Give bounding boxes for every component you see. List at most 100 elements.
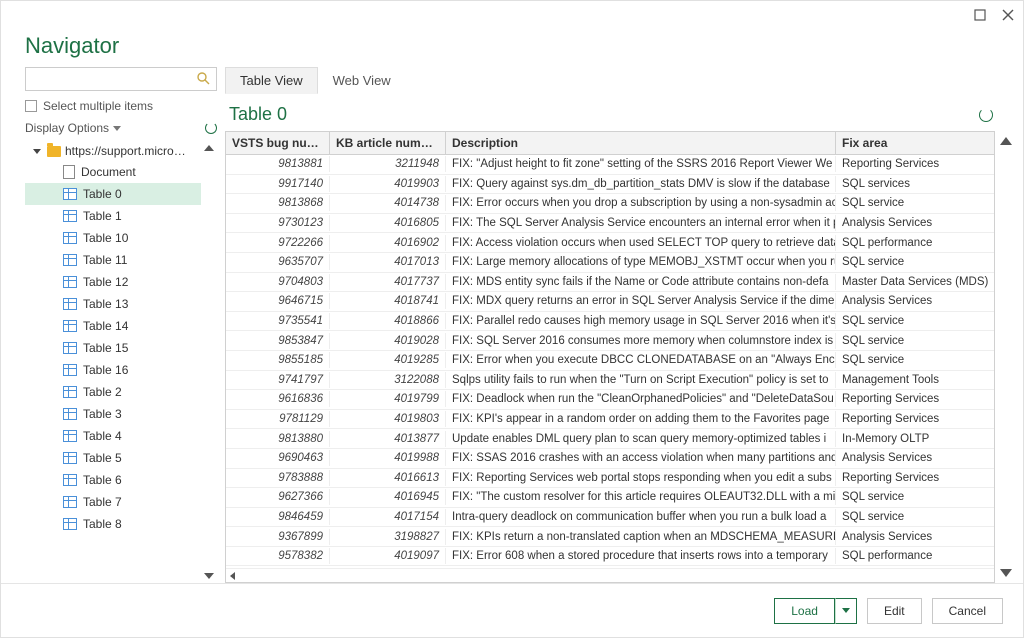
table-cell: 9917140 [226, 176, 330, 192]
table-icon [63, 320, 77, 332]
table-row[interactable]: 98138804013877Update enables DML query p… [226, 429, 994, 449]
table-cell: 3122088 [330, 372, 446, 388]
table-row[interactable]: 97811294019803FIX: KPI's appear in a ran… [226, 410, 994, 430]
tree-item[interactable]: Table 8 [25, 513, 201, 535]
tree-item[interactable]: Table 7 [25, 491, 201, 513]
tree-item[interactable]: Table 16 [25, 359, 201, 381]
table-cell: 4019988 [330, 450, 446, 466]
table-cell: 9646715 [226, 293, 330, 309]
load-button[interactable]: Load [774, 598, 835, 624]
table-row[interactable]: 93678993198827FIX: KPIs return a non-tra… [226, 527, 994, 547]
table-row[interactable]: 97301234016805FIX: The SQL Server Analys… [226, 214, 994, 234]
table-refresh-icon[interactable] [979, 108, 993, 122]
edit-button[interactable]: Edit [867, 598, 922, 624]
tree-item[interactable]: Table 10 [25, 227, 201, 249]
table-row[interactable]: 96273664016945FIX: "The custom resolver … [226, 488, 994, 508]
tree-item[interactable]: Table 0 [25, 183, 201, 205]
scroll-up-icon[interactable] [1000, 137, 1012, 145]
tree-item[interactable]: Table 15 [25, 337, 201, 359]
table-cell: 4017737 [330, 274, 446, 290]
table-cell: Reporting Services [836, 156, 994, 172]
table-icon [63, 430, 77, 442]
tab-web-view[interactable]: Web View [318, 67, 406, 94]
table-row[interactable]: 97417973122088Sqlps utility fails to run… [226, 371, 994, 391]
table-row[interactable]: 98464594017154Intra-query deadlock on co… [226, 508, 994, 528]
tree-item-label: Table 14 [83, 319, 128, 333]
tree-item[interactable]: Table 13 [25, 293, 201, 315]
table-row[interactable]: 95783824019097FIX: Error 608 when a stor… [226, 547, 994, 567]
column-header[interactable]: VSTS bug number [226, 132, 330, 154]
h-scrollbar[interactable] [226, 568, 994, 582]
tree-item[interactable]: Table 12 [25, 271, 201, 293]
column-header[interactable]: Description [446, 132, 836, 154]
cancel-button[interactable]: Cancel [932, 598, 1003, 624]
table-icon [63, 386, 77, 398]
tree-item[interactable]: Document [25, 161, 201, 183]
table-row[interactable]: 97222664016902FIX: Access violation occu… [226, 233, 994, 253]
scroll-up-icon[interactable] [204, 145, 214, 151]
table-cell: FIX: MDX query returns an error in SQL S… [446, 293, 836, 309]
table-cell: 9813868 [226, 195, 330, 211]
table-row[interactable]: 97048034017737FIX: MDS entity sync fails… [226, 273, 994, 293]
table-icon [63, 342, 77, 354]
load-dropdown-button[interactable] [835, 598, 857, 624]
tree-item[interactable]: Table 6 [25, 469, 201, 491]
tree-item[interactable]: Table 3 [25, 403, 201, 425]
tree-item[interactable]: Table 2 [25, 381, 201, 403]
table-cell: FIX: Error occurs when you drop a subscr… [446, 195, 836, 211]
select-multiple-row[interactable]: Select multiple items [25, 99, 217, 113]
table-icon [63, 298, 77, 310]
tree-item[interactable]: Table 14 [25, 315, 201, 337]
table-cell: Intra-query deadlock on communication bu… [446, 509, 836, 525]
scroll-left-icon[interactable] [230, 572, 235, 580]
tree-scrollbar[interactable] [201, 141, 217, 583]
column-header[interactable]: KB article number [330, 132, 446, 154]
scroll-down-icon[interactable] [1000, 569, 1012, 577]
table-cell: 9730123 [226, 215, 330, 231]
tree-item[interactable]: Table 1 [25, 205, 201, 227]
grid-header: VSTS bug numberKB article numberDescript… [226, 132, 994, 155]
table-row[interactable]: 96357074017013FIX: Large memory allocati… [226, 253, 994, 273]
search-icon[interactable] [196, 71, 210, 88]
search-input-wrap[interactable] [25, 67, 217, 91]
search-input[interactable] [32, 72, 196, 86]
tree-item[interactable]: Table 5 [25, 447, 201, 469]
tab-table-view[interactable]: Table View [225, 67, 318, 94]
checkbox-icon[interactable] [25, 100, 37, 112]
display-options-button[interactable]: Display Options [25, 121, 121, 135]
table-cell: FIX: KPIs return a non-translated captio… [446, 529, 836, 545]
table-cell: FIX: "Adjust height to fit zone" setting… [446, 156, 836, 172]
tree-item[interactable]: Table 11 [25, 249, 201, 271]
table-cell: 9846459 [226, 509, 330, 525]
close-icon[interactable] [1001, 8, 1015, 22]
tree-item[interactable]: Table 4 [25, 425, 201, 447]
load-split-button[interactable]: Load [774, 598, 857, 624]
table-cell: FIX: Error when you execute DBCC CLONEDA… [446, 352, 836, 368]
table-row[interactable]: 97355414018866FIX: Parallel redo causes … [226, 312, 994, 332]
table-row[interactable]: 96904634019988FIX: SSAS 2016 crashes wit… [226, 449, 994, 469]
table-row[interactable]: 97838884016613FIX: Reporting Services we… [226, 469, 994, 489]
table-row[interactable]: 98551854019285FIX: Error when you execut… [226, 351, 994, 371]
tree-item-label: Table 0 [83, 187, 122, 201]
scroll-down-icon[interactable] [204, 573, 214, 579]
table-row[interactable]: 96168364019799FIX: Deadlock when run the… [226, 390, 994, 410]
expand-icon[interactable] [33, 149, 41, 154]
tree-root[interactable]: https://support.micro… [25, 141, 201, 161]
maximize-icon[interactable] [973, 8, 987, 22]
table-row[interactable]: 99171404019903FIX: Query against sys.dm_… [226, 175, 994, 195]
table-row[interactable]: 98138813211948FIX: "Adjust height to fit… [226, 155, 994, 175]
refresh-icon[interactable] [205, 122, 217, 134]
table-row[interactable]: 96467154018741FIX: MDX query returns an … [226, 292, 994, 312]
table-cell: Reporting Services [836, 470, 994, 486]
table-cell: 4014738 [330, 195, 446, 211]
table-cell: Master Data Services (MDS) [836, 274, 994, 290]
grid-scrollbar[interactable] [995, 131, 1013, 583]
table-cell: FIX: Query against sys.dm_db_partition_s… [446, 176, 836, 192]
table-row[interactable]: 98138684014738FIX: Error occurs when you… [226, 194, 994, 214]
titlebar [1, 1, 1023, 29]
column-header[interactable]: Fix area [836, 132, 994, 154]
table-cell: 4016945 [330, 489, 446, 505]
table-cell: 9635707 [226, 254, 330, 270]
tree-item-label: Table 15 [83, 341, 128, 355]
table-row[interactable]: 98538474019028FIX: SQL Server 2016 consu… [226, 331, 994, 351]
